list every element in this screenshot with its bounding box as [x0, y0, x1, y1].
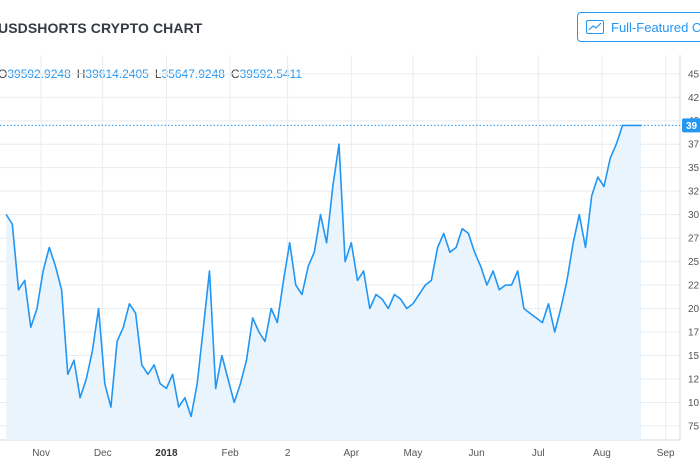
y-tick-label: 37	[688, 140, 700, 151]
y-tick-label: 15	[688, 351, 700, 362]
y-tick-label: 17	[688, 328, 700, 339]
y-tick-label: 35	[688, 163, 700, 174]
x-tick-label: Aug	[593, 448, 611, 459]
chart-title: USDSHORTS CRYPTO CHART	[0, 20, 203, 36]
price-area	[6, 125, 641, 441]
x-tick-label: Dec	[94, 448, 112, 459]
x-tick-label: Nov	[32, 448, 50, 459]
y-tick-label: 45	[688, 69, 700, 80]
x-tick-label: 2	[285, 448, 291, 459]
x-tick-label: Apr	[344, 448, 360, 459]
y-tick-label: 12	[688, 374, 700, 385]
y-tick-label: 27	[688, 234, 700, 245]
y-tick-label: 25	[688, 257, 700, 268]
y-tick-label: 75	[688, 421, 700, 432]
y-tick-label: 42	[688, 93, 700, 104]
x-tick-label: Sep	[657, 448, 675, 459]
y-tick-label: 20	[688, 304, 700, 315]
y-tick-label: 32	[688, 187, 700, 198]
last-price-badge: 39	[682, 118, 700, 133]
price-line	[5, 124, 641, 418]
line-chart-icon	[586, 20, 604, 34]
x-tick-label: 2018	[155, 448, 178, 459]
full-featured-chart-button[interactable]: Full-Featured Chart	[577, 12, 700, 42]
last-price-value: 39	[686, 121, 698, 132]
x-tick-label: Jul	[532, 448, 545, 459]
x-tick-label: Jun	[469, 448, 485, 459]
x-tick-label: Feb	[221, 448, 239, 459]
x-tick-label: May	[403, 448, 422, 459]
y-tick-label: 10	[688, 398, 700, 409]
y-tick-label: 30	[688, 210, 700, 221]
y-tick-label: 22	[688, 281, 700, 292]
full-featured-chart-label: Full-Featured Chart	[611, 19, 700, 35]
